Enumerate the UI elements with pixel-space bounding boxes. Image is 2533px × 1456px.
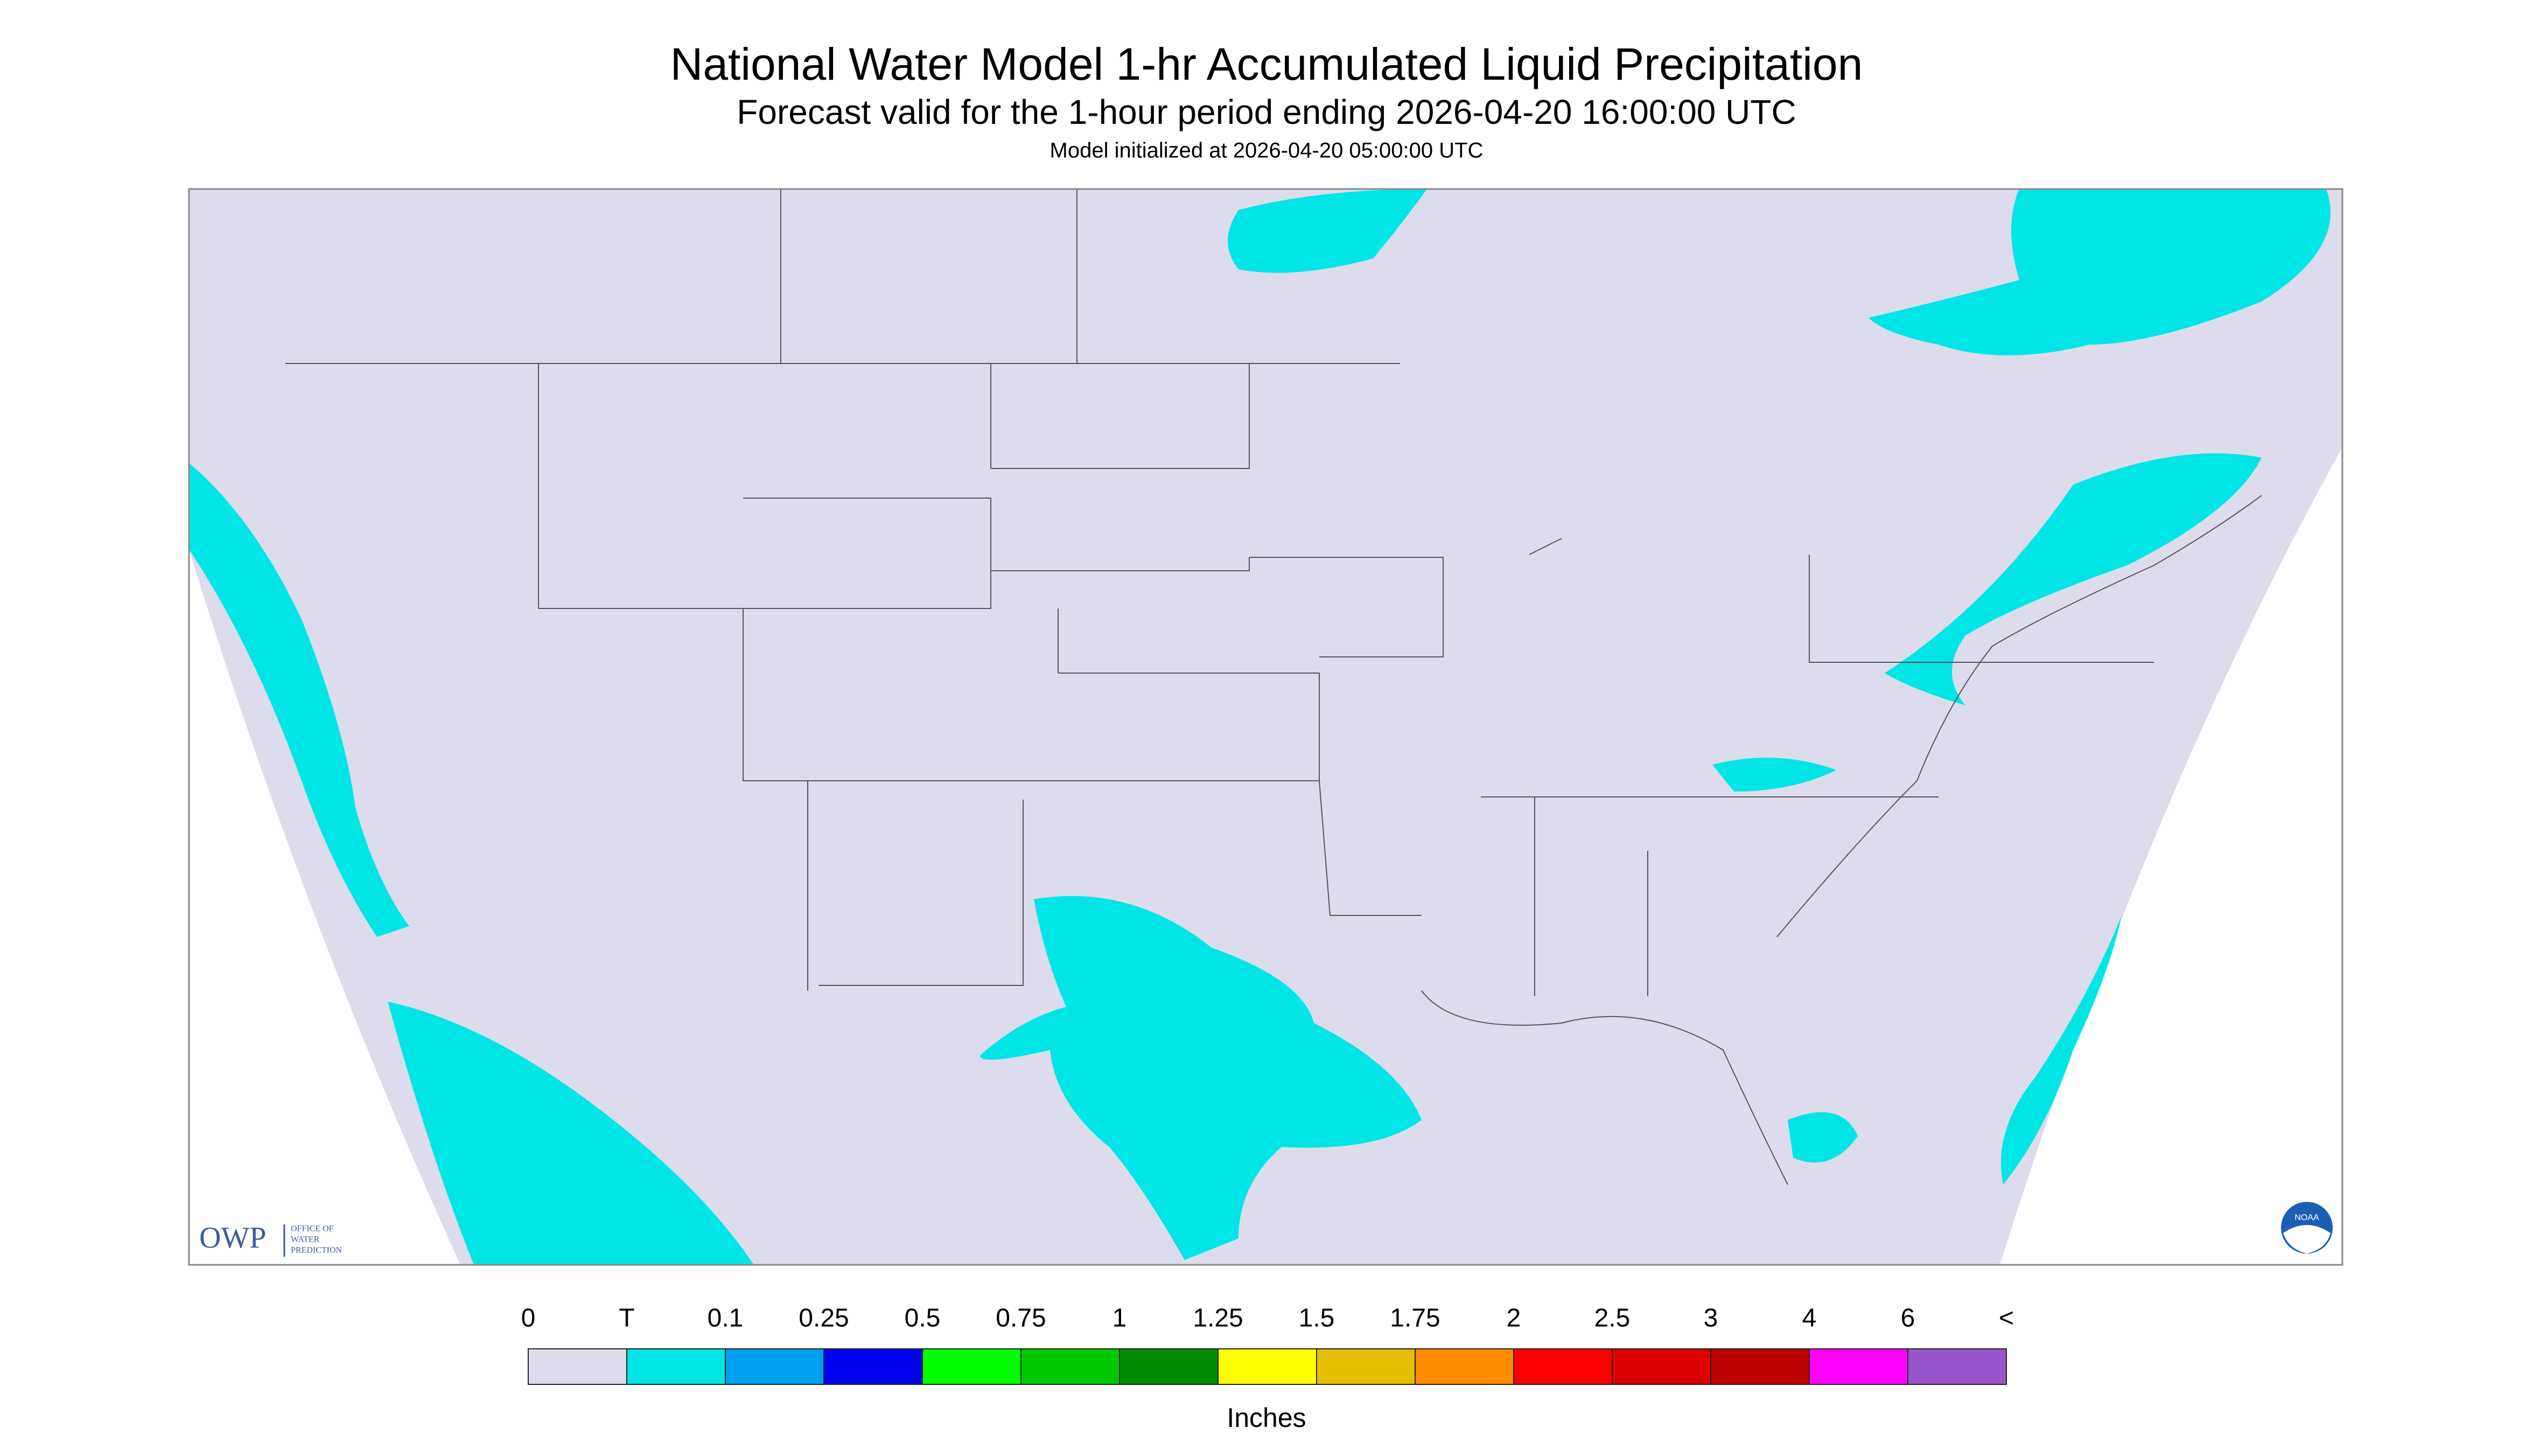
subtitle: Forecast valid for the 1-hour period end… [737, 93, 1796, 131]
legend-label: 2 [1507, 1304, 1521, 1333]
owp-name: PREDICTION [291, 1246, 342, 1255]
legend-label: T [619, 1304, 634, 1333]
precipitation [189, 189, 2331, 1265]
noaa-wave [2283, 1225, 2331, 1254]
legend-label: 0.75 [996, 1304, 1046, 1333]
legend-swatch [1612, 1348, 1711, 1385]
legend-label: 1 [1112, 1304, 1127, 1333]
legend-swatch [1710, 1348, 1810, 1385]
legend-label: 6 [1901, 1304, 1915, 1333]
legend-unit: Inches [1227, 1403, 1306, 1433]
legend-swatch [1513, 1348, 1613, 1385]
map [189, 189, 2342, 1265]
map-edge [189, 549, 460, 1265]
legend-swatch [1415, 1348, 1514, 1385]
owp-mark: OWP [199, 1221, 266, 1255]
owp-logo: OWP OFFICE OF WATER PREDICTION [199, 1221, 342, 1257]
legend-swatch [1316, 1348, 1416, 1385]
legend-label: 0 [521, 1304, 536, 1333]
owp-name: OFFICE OF [291, 1224, 334, 1234]
legend-swatch [1809, 1348, 1908, 1385]
legend-label: 0.1 [708, 1304, 744, 1333]
legend-label: 2.5 [1594, 1304, 1631, 1333]
legend-label: 0.25 [799, 1304, 849, 1333]
map-edge [2000, 447, 2342, 1265]
legend-swatch [626, 1348, 726, 1385]
owp-name: WATER [291, 1235, 320, 1244]
legend-label: 4 [1802, 1304, 1817, 1333]
noaa-logo: NOAA [2281, 1202, 2333, 1254]
legend-swatch [1119, 1348, 1219, 1385]
legend: 0 T 0.1 0.25 0.5 0.75 1 1.25 1.5 1.75 2 2.5 3 4 6 < [521, 1304, 2014, 1385]
noaa-text: NOAA [2294, 1213, 2319, 1222]
legend-swatch [725, 1348, 824, 1385]
legend-label: 1.5 [1299, 1304, 1335, 1333]
legend-swatch [823, 1348, 923, 1385]
legend-swatch [1020, 1348, 1120, 1385]
legend-label: 1.75 [1390, 1304, 1440, 1333]
legend-swatch [1217, 1348, 1317, 1385]
legend-swatch [1907, 1348, 2007, 1385]
legend-swatch [528, 1348, 627, 1385]
legend-label: 1.25 [1193, 1304, 1243, 1333]
init-time: Model initialized at 2026-04-20 05:00:00… [1050, 139, 1484, 163]
map-frame [188, 188, 2343, 1266]
legend-label: 3 [1704, 1304, 1718, 1333]
legend-label: < [1999, 1304, 2014, 1333]
title: National Water Model 1-hr Accumulated Li… [670, 39, 1863, 89]
boundaries [285, 189, 2262, 1185]
legend-label: 0.5 [905, 1304, 941, 1333]
legend-swatch [922, 1348, 1021, 1385]
